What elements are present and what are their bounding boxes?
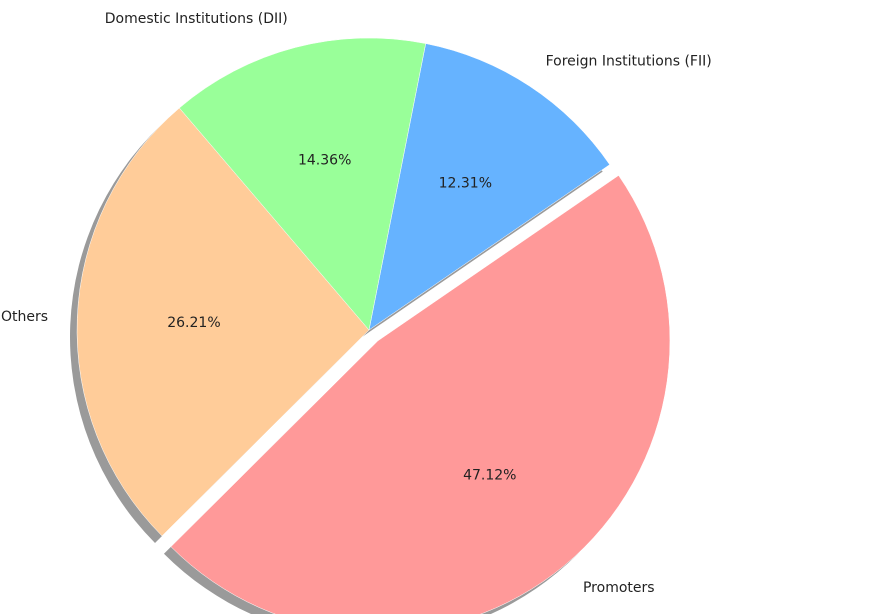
percent-label-promoters: 47.12% — [463, 468, 516, 484]
percent-label-foreign-institutions-fii: 12.31% — [439, 176, 492, 192]
pie-slice-public-others — [76, 107, 370, 537]
pie-slices-group — [76, 37, 671, 614]
percent-label-public-others: 26.21% — [167, 315, 220, 331]
category-label-public-others: Public & Others — [0, 309, 48, 325]
category-label-promoters: Promoters — [583, 580, 655, 596]
pie-slice-domestic-institutions-dii — [179, 37, 426, 331]
pie-labels-group: 26.21% Public & Others 47.12% Promoters 12.3… — [0, 11, 712, 596]
category-label-domestic-institutions-dii: Domestic Institutions (DII) — [105, 11, 288, 27]
category-label-foreign-institutions-fii: Foreign Institutions (FII) — [546, 54, 712, 70]
pie-slice-foreign-institutions-fii — [368, 43, 611, 331]
pie-slice-promoters — [170, 175, 671, 614]
percent-label-domestic-institutions-dii: 14.36% — [298, 152, 351, 168]
